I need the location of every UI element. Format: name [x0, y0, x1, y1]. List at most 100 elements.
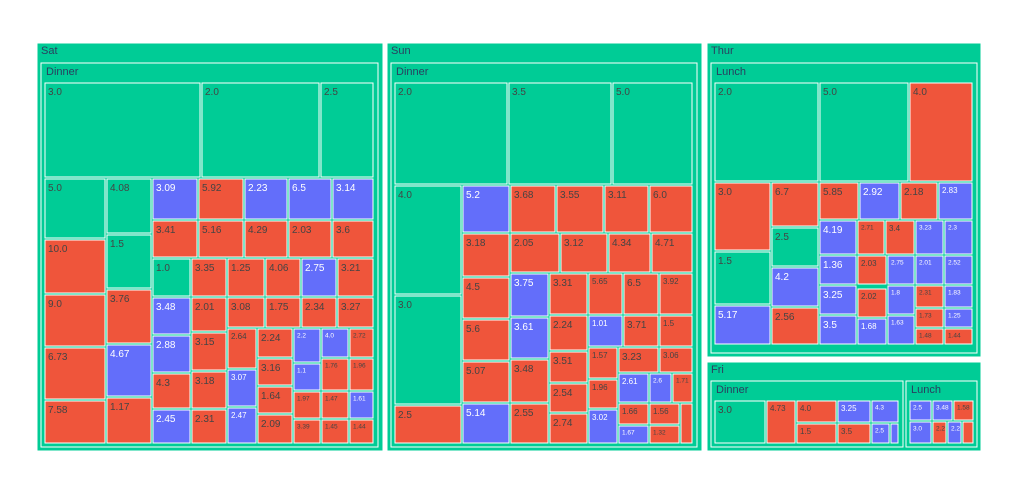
tile-sat-dinner-12[interactable] — [106, 397, 152, 444]
tile-sun-dinner-25[interactable] — [588, 315, 623, 347]
tile-thur-lunch-9[interactable] — [771, 307, 819, 345]
tile-fri-dinner-3[interactable] — [796, 423, 837, 444]
tile-fri-dinner-6[interactable] — [871, 400, 899, 423]
tile-thur-lunch-16[interactable] — [885, 220, 915, 255]
tile-sun-dinner-39[interactable] — [462, 403, 510, 444]
tile-thur-lunch-27[interactable] — [915, 285, 944, 308]
tile-sat-dinner-47[interactable] — [321, 358, 349, 391]
tile-thur-lunch-35[interactable] — [944, 328, 973, 345]
tile-sat-dinner-44[interactable] — [227, 369, 257, 407]
tile-sun-dinner-41[interactable] — [549, 413, 588, 444]
tile-sun-dinner-37[interactable] — [649, 373, 672, 403]
tile-sat-dinner-42[interactable] — [152, 373, 191, 409]
tile-sat-dinner-9[interactable] — [44, 347, 106, 400]
tile-thur-lunch-28[interactable] — [944, 285, 973, 308]
tile-sun-dinner-2[interactable] — [612, 82, 693, 185]
tile-sat-dinner-31[interactable] — [227, 297, 265, 328]
tile-thur-lunch-13[interactable] — [938, 182, 973, 220]
tile-sat-dinner-26[interactable] — [265, 258, 301, 297]
tile-thur-lunch-25[interactable] — [857, 288, 887, 318]
tile-sun-dinner-42[interactable] — [588, 409, 618, 444]
tile-thur-lunch-0[interactable] — [714, 82, 819, 182]
tile-sat-dinner-30[interactable] — [191, 297, 227, 332]
tile-sat-dinner-58[interactable] — [321, 419, 349, 444]
tile-thur-lunch-15[interactable] — [857, 220, 885, 255]
tile-sat-dinner-34[interactable] — [337, 297, 374, 328]
tile-sat-dinner-0[interactable] — [44, 82, 201, 178]
tile-fri-dinner-2[interactable] — [796, 400, 837, 423]
tile-sat-dinner-25[interactable] — [227, 258, 265, 297]
tile-thur-lunch-17[interactable] — [915, 220, 944, 255]
tile-thur-lunch-34[interactable] — [915, 328, 944, 345]
tile-fri-lunch-0[interactable] — [909, 400, 932, 421]
tile-thur-lunch-4[interactable] — [771, 182, 819, 227]
tile-sat-dinner-27[interactable] — [301, 258, 337, 297]
tile-sun-dinner-11[interactable] — [462, 233, 510, 277]
time-group-fri-dinner[interactable]: Dinner 3.0 4.73 4.0 1.5 3.25 3.5 4.3 2.5 — [710, 380, 904, 448]
tile-sat-dinner-38[interactable] — [257, 328, 293, 358]
tile-fri-dinner-8[interactable] — [890, 423, 899, 444]
tile-sun-dinner-47[interactable] — [680, 403, 693, 444]
tile-sat-dinner-39[interactable] — [293, 328, 321, 363]
tile-sat-dinner-29[interactable] — [152, 297, 191, 335]
tile-sat-dinner-33[interactable] — [301, 297, 337, 328]
tile-sat-dinner-19[interactable] — [198, 220, 244, 258]
tile-sat-dinner-21[interactable] — [288, 220, 332, 258]
tile-thur-lunch-8[interactable] — [714, 305, 771, 345]
tile-sun-dinner-30[interactable] — [618, 347, 659, 373]
day-group-thur[interactable]: Thur Lunch 2.0 5.0 4.0 3.0 6.7 2.5 1.5 4.2 5.17 2.5… — [706, 42, 982, 358]
tile-fri-lunch-6[interactable] — [962, 421, 974, 444]
tile-fri-dinner-5[interactable] — [837, 423, 871, 444]
tile-sun-dinner-45[interactable] — [618, 425, 649, 444]
tile-thur-lunch-31[interactable] — [887, 315, 915, 345]
tile-sun-dinner-26[interactable] — [623, 315, 659, 347]
tile-sun-dinner-6[interactable] — [462, 185, 510, 233]
tile-sat-dinner-1[interactable] — [201, 82, 320, 178]
tile-sun-dinner-19[interactable] — [588, 273, 623, 315]
tile-sat-dinner-41[interactable] — [349, 328, 374, 358]
tile-sat-dinner-50[interactable] — [293, 391, 321, 419]
tile-sun-dinner-8[interactable] — [556, 185, 604, 233]
tile-fri-dinner-7[interactable] — [871, 423, 890, 444]
tile-sun-dinner-27[interactable] — [659, 315, 693, 347]
time-group-fri-lunch[interactable]: Lunch 2.5 3.48 1.58 3.0 2.2 2.2 — [905, 380, 978, 448]
tile-thur-lunch-33[interactable] — [944, 308, 973, 328]
tile-fri-lunch-1[interactable] — [932, 400, 953, 421]
tile-fri-lunch-2[interactable] — [953, 400, 974, 421]
tile-sat-dinner-49[interactable] — [257, 386, 293, 414]
tile-sun-dinner-44[interactable] — [649, 403, 680, 425]
tile-sat-dinner-28[interactable] — [337, 258, 374, 297]
tile-sat-dinner-43[interactable] — [191, 371, 227, 409]
tile-thur-lunch-11[interactable] — [859, 182, 900, 220]
tile-sun-dinner-5[interactable] — [394, 405, 462, 444]
tile-sun-dinner-34[interactable] — [549, 383, 588, 413]
tile-sun-dinner-20[interactable] — [623, 273, 659, 315]
tile-sat-dinner-46[interactable] — [293, 363, 321, 391]
tile-sat-dinner-17[interactable] — [332, 178, 374, 220]
tile-thur-lunch-7[interactable] — [771, 267, 819, 307]
tile-thur-lunch-32[interactable] — [915, 308, 944, 328]
tile-thur-lunch-20[interactable] — [857, 255, 887, 285]
tile-sun-dinner-15[interactable] — [651, 233, 693, 273]
tile-sun-dinner-21[interactable] — [659, 273, 693, 315]
tile-sat-dinner-35[interactable] — [152, 335, 191, 373]
tile-sun-dinner-0[interactable] — [394, 82, 508, 185]
tile-sat-dinner-40[interactable] — [321, 328, 349, 358]
tile-sun-dinner-38[interactable] — [672, 373, 693, 403]
tile-sat-dinner-3[interactable] — [44, 178, 106, 239]
tile-sun-dinner-28[interactable] — [549, 351, 588, 383]
tile-thur-lunch-1[interactable] — [819, 82, 909, 182]
tile-sat-dinner-59[interactable] — [349, 419, 374, 444]
tile-sun-dinner-14[interactable] — [608, 233, 651, 273]
tile-thur-lunch-2[interactable] — [909, 82, 973, 182]
tile-sat-dinner-4[interactable] — [106, 178, 152, 234]
tile-sun-dinner-29[interactable] — [588, 347, 618, 379]
tile-sat-dinner-51[interactable] — [321, 391, 349, 419]
tile-sat-dinner-36[interactable] — [191, 332, 227, 371]
tile-sat-dinner-45[interactable] — [257, 358, 293, 386]
tile-sun-dinner-40[interactable] — [510, 403, 549, 444]
tile-sun-dinner-4[interactable] — [394, 295, 462, 405]
tile-sat-dinner-16[interactable] — [288, 178, 332, 220]
tile-sat-dinner-18[interactable] — [152, 220, 198, 258]
